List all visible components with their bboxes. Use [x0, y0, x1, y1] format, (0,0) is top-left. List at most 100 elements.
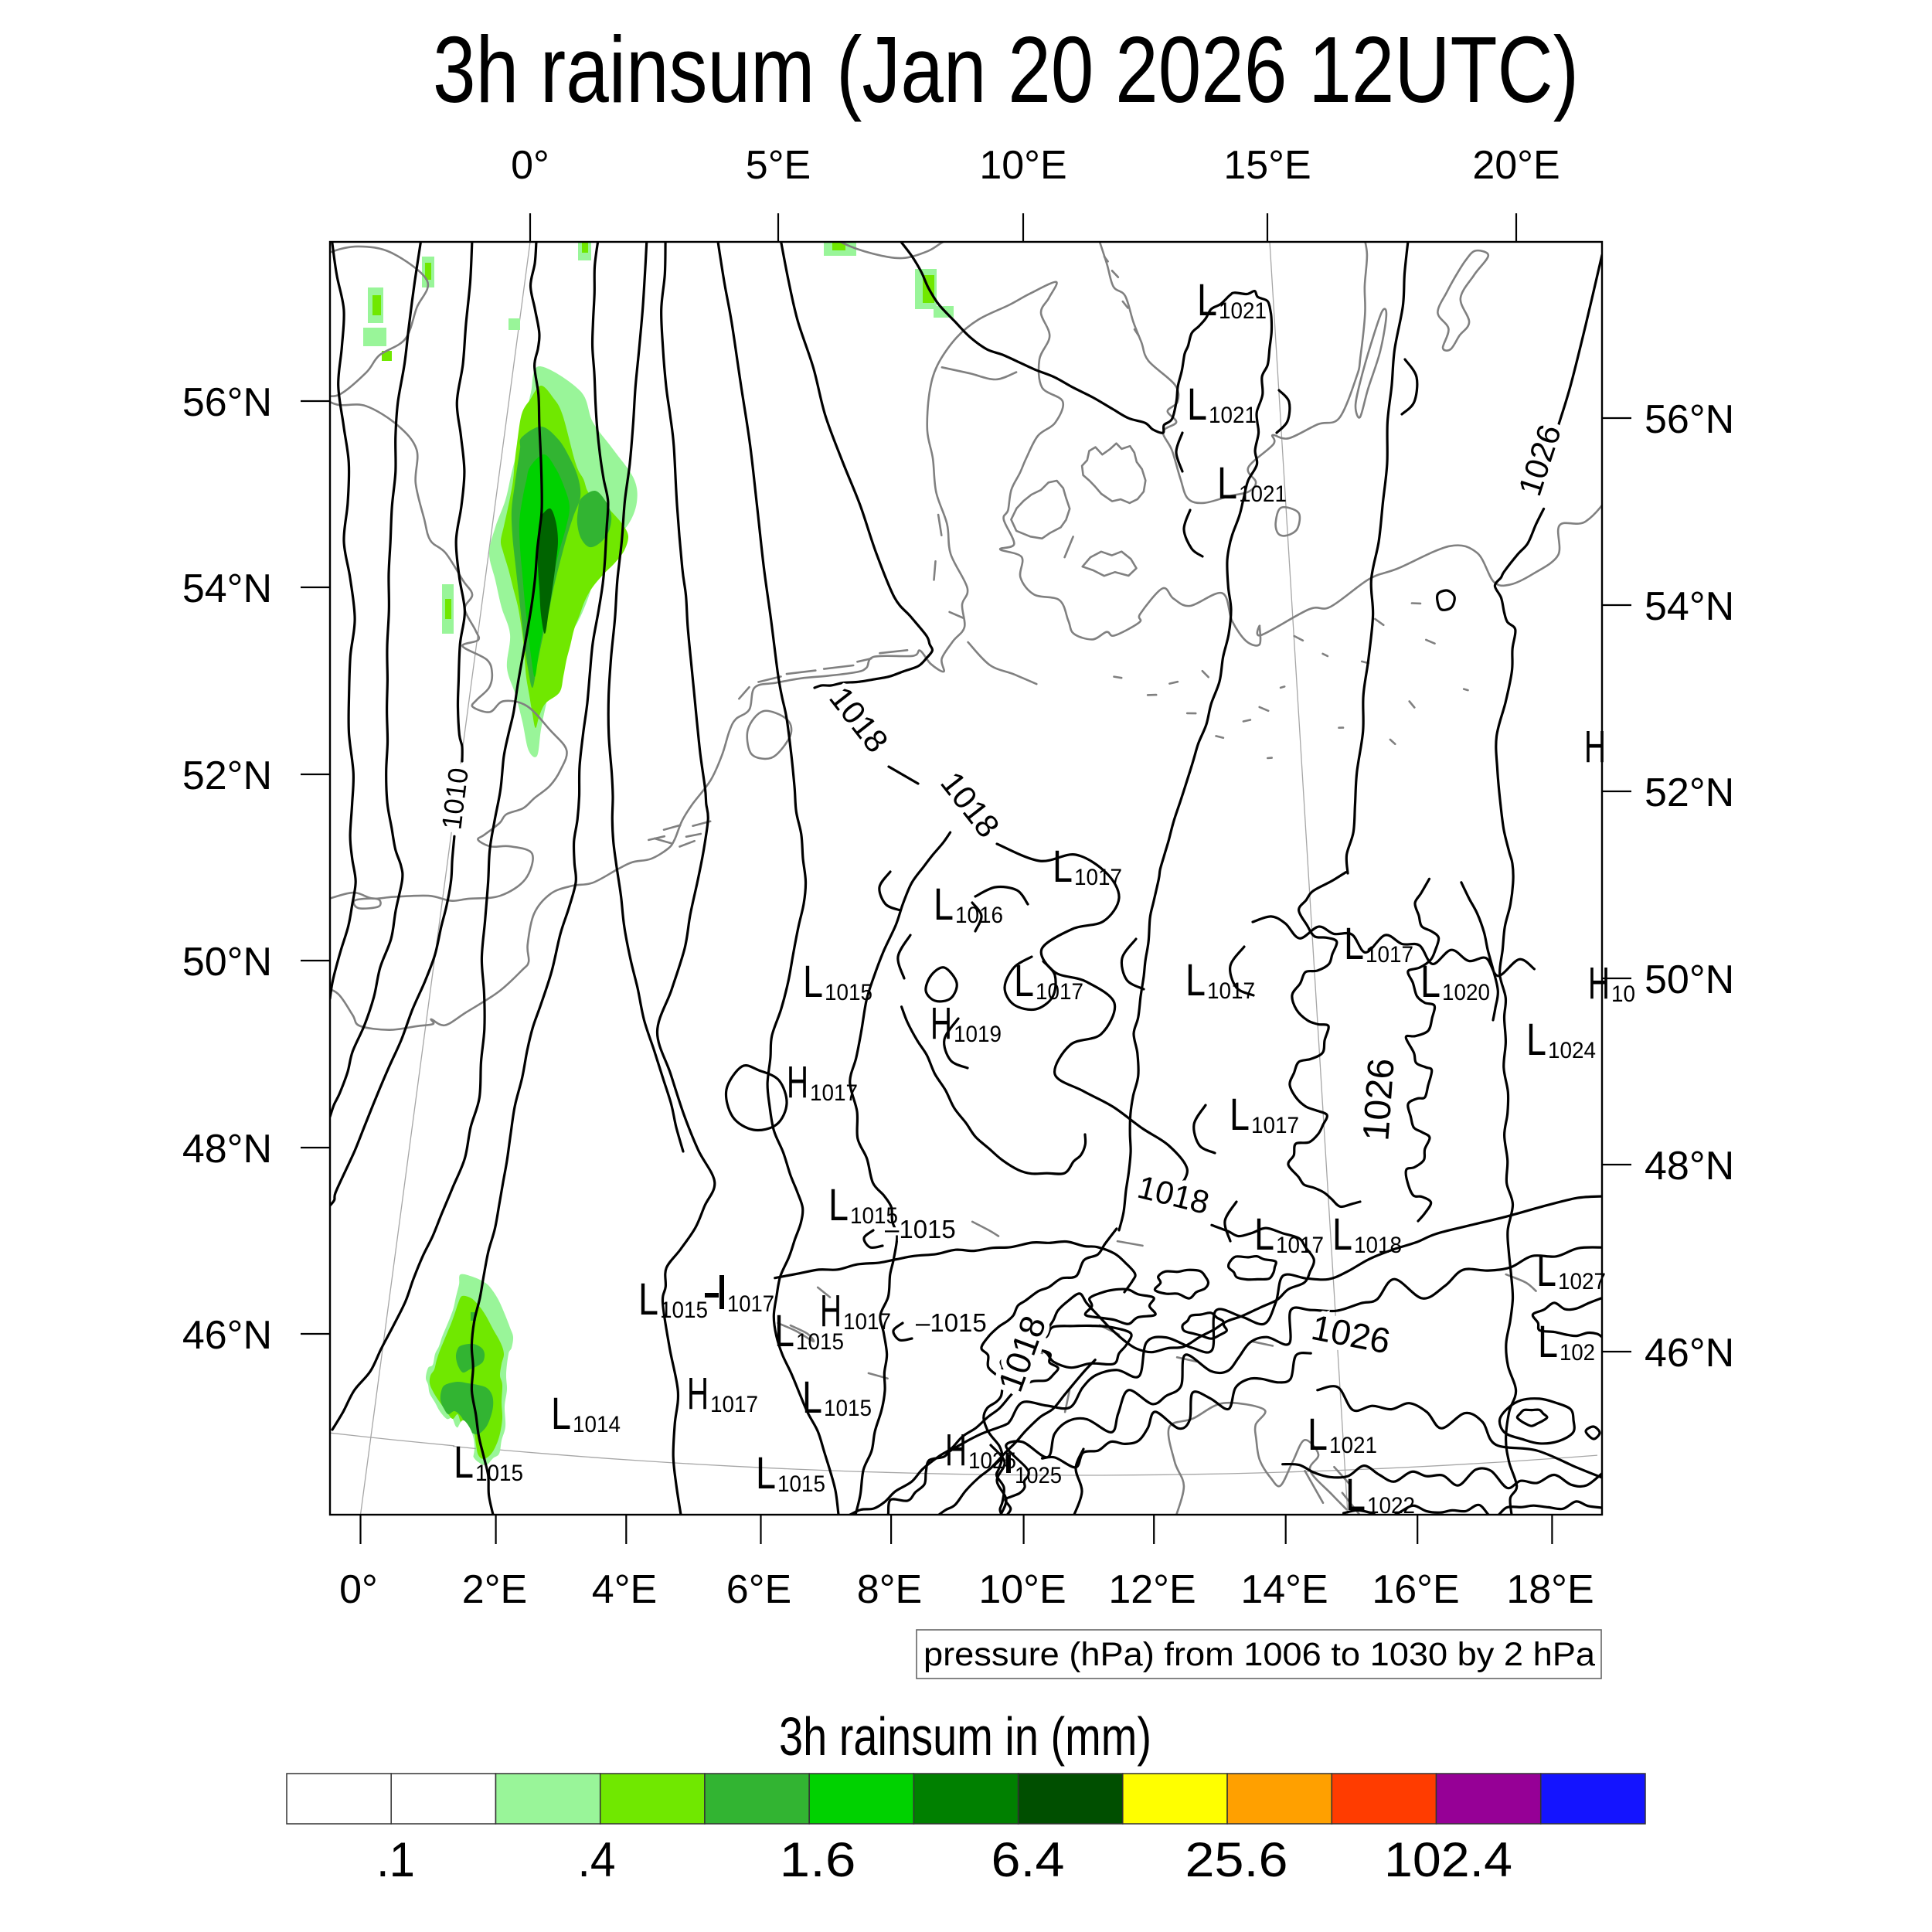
svg-text:1015: 1015	[796, 1329, 844, 1355]
svg-text:1018: 1018	[1354, 1233, 1402, 1258]
svg-text:1021: 1021	[1209, 403, 1257, 428]
svg-text:H: H	[1588, 958, 1610, 1009]
svg-text:L: L	[1230, 1090, 1250, 1140]
svg-text:1020: 1020	[1442, 980, 1490, 1005]
svg-text:46°N: 46°N	[182, 1313, 272, 1358]
svg-text:12°E: 12°E	[1108, 1567, 1196, 1612]
svg-text:L: L	[551, 1389, 571, 1439]
svg-text:–1015: –1015	[885, 1215, 956, 1243]
svg-text:1014: 1014	[573, 1412, 621, 1437]
svg-text:1015: 1015	[777, 1471, 825, 1497]
svg-text:1017: 1017	[1207, 978, 1255, 1004]
svg-text:1016: 1016	[955, 903, 1003, 928]
svg-text:–1015: –1015	[916, 1308, 987, 1337]
svg-text:1017: 1017	[727, 1291, 774, 1317]
svg-text:46°N: 46°N	[1645, 1331, 1734, 1376]
svg-text:25.6: 25.6	[1185, 1833, 1288, 1887]
svg-text:L: L	[1185, 955, 1206, 1005]
svg-text:H: H	[930, 998, 952, 1049]
svg-text:L: L	[1014, 956, 1034, 1006]
svg-text:L: L	[756, 1448, 776, 1498]
svg-text:50°N: 50°N	[1645, 957, 1734, 1002]
svg-text:1015: 1015	[850, 1203, 898, 1229]
svg-text:1019: 1019	[954, 1022, 1002, 1047]
svg-text:3h rainsum (Jan 20 2026 12UTC): 3h rainsum (Jan 20 2026 12UTC)	[433, 17, 1579, 122]
svg-text:H: H	[787, 1057, 808, 1107]
svg-text:2°E: 2°E	[462, 1567, 527, 1612]
svg-text:1021: 1021	[1329, 1433, 1377, 1458]
svg-text:L: L	[803, 957, 823, 1007]
svg-text:L: L	[802, 1372, 822, 1423]
svg-text:L: L	[638, 1274, 658, 1325]
svg-text:1026: 1026	[1355, 1057, 1402, 1142]
svg-text:.1: .1	[376, 1833, 415, 1887]
svg-text:L: L	[1526, 1015, 1546, 1065]
svg-text:L: L	[1536, 1246, 1556, 1296]
svg-text:52°N: 52°N	[182, 753, 272, 798]
svg-text:1024: 1024	[1548, 1038, 1596, 1063]
svg-text:H: H	[687, 1369, 709, 1419]
svg-text:20°E: 20°E	[1472, 143, 1560, 188]
svg-text:52°N: 52°N	[1645, 770, 1734, 815]
svg-text:6.4: 6.4	[992, 1833, 1065, 1887]
svg-text:L: L	[1187, 379, 1207, 430]
svg-text:1017: 1017	[810, 1080, 858, 1106]
svg-text:6°E: 6°E	[726, 1567, 791, 1612]
svg-text:1017: 1017	[710, 1392, 758, 1417]
svg-text:.4: .4	[578, 1833, 616, 1887]
svg-text:16°E: 16°E	[1372, 1567, 1459, 1612]
svg-text:L: L	[774, 1306, 794, 1356]
svg-text:1025: 1025	[1015, 1463, 1062, 1488]
svg-text:1015: 1015	[825, 980, 872, 1005]
svg-text:15°E: 15°E	[1223, 143, 1311, 188]
svg-text:1021: 1021	[1239, 481, 1287, 507]
svg-text:18°E: 18°E	[1506, 1567, 1594, 1612]
svg-text:H: H	[820, 1286, 842, 1336]
svg-text:1027: 1027	[1558, 1269, 1606, 1294]
svg-text:pressure (hPa) from 1006 to 10: pressure (hPa) from 1006 to 1030 by 2 hP…	[923, 1636, 1595, 1673]
svg-text:102.4: 102.4	[1384, 1833, 1512, 1887]
svg-text:L: L	[1420, 957, 1440, 1007]
svg-text:14°E: 14°E	[1240, 1567, 1328, 1612]
svg-text:1021: 1021	[1219, 298, 1267, 324]
svg-text:L: L	[1308, 1410, 1328, 1460]
svg-text:102: 102	[1560, 1340, 1595, 1366]
svg-text:L: L	[1254, 1209, 1274, 1260]
svg-text:56°N: 56°N	[182, 380, 272, 425]
svg-text:48°N: 48°N	[1645, 1144, 1734, 1189]
svg-text:10: 10	[1611, 981, 1635, 1007]
svg-text:1017: 1017	[1074, 865, 1122, 890]
svg-text:3h rainsum in (mm): 3h rainsum in (mm)	[779, 1706, 1151, 1767]
svg-text:1.6: 1.6	[780, 1833, 856, 1887]
svg-text:1015: 1015	[824, 1396, 872, 1421]
svg-text:10°E: 10°E	[979, 143, 1066, 188]
svg-text:H: H	[945, 1425, 967, 1475]
svg-text:L: L	[1344, 919, 1364, 969]
svg-text:L: L	[1345, 1470, 1366, 1520]
svg-text:L: L	[1332, 1209, 1352, 1260]
svg-text:50°N: 50°N	[182, 940, 272, 985]
svg-text:8°E: 8°E	[857, 1567, 922, 1612]
svg-text:54°N: 54°N	[1645, 584, 1734, 629]
svg-text:54°N: 54°N	[182, 566, 272, 611]
svg-text:L: L	[828, 1180, 849, 1230]
svg-text:1015: 1015	[475, 1461, 523, 1486]
svg-text:1017: 1017	[1251, 1113, 1299, 1138]
svg-text:48°N: 48°N	[182, 1127, 272, 1172]
svg-text:1015: 1015	[660, 1298, 708, 1323]
svg-text:10°E: 10°E	[978, 1567, 1066, 1612]
svg-text:56°N: 56°N	[1645, 397, 1734, 442]
svg-text:L: L	[1217, 458, 1237, 509]
svg-text:L: L	[1538, 1317, 1558, 1367]
svg-text:L: L	[1197, 275, 1217, 325]
svg-text:1017: 1017	[1276, 1233, 1324, 1258]
svg-text:L: L	[934, 879, 954, 930]
svg-text:1017: 1017	[843, 1309, 891, 1335]
svg-text:L: L	[1053, 842, 1073, 892]
svg-text:0°: 0°	[511, 143, 549, 188]
svg-text:1017: 1017	[1036, 979, 1083, 1005]
svg-text:4°E: 4°E	[592, 1567, 657, 1612]
svg-text:1017: 1017	[1366, 942, 1413, 968]
svg-text:0°: 0°	[339, 1567, 378, 1612]
svg-text:5°E: 5°E	[746, 143, 811, 188]
